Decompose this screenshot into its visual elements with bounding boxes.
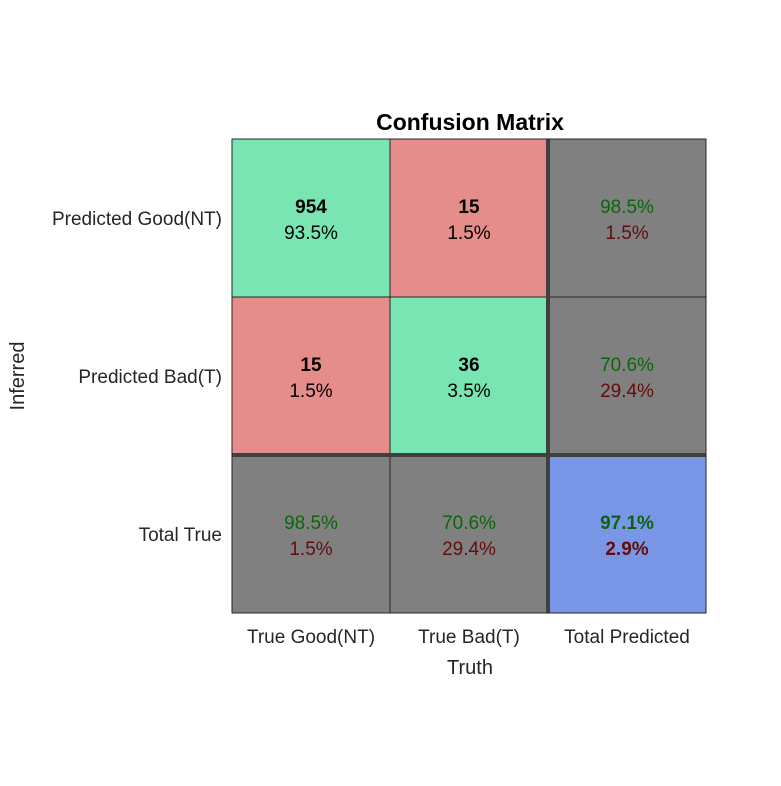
- cell-bad-rate-label: 2.9%: [605, 539, 648, 560]
- matrix-cell-summary: [547, 138, 707, 298]
- cell-count-label: 954: [295, 197, 327, 218]
- x-axis-label: Truth: [447, 657, 493, 679]
- cell-good-rate-label: 97.1%: [600, 513, 654, 534]
- y-tick-label: Predicted Bad(T): [78, 367, 222, 388]
- matrix-border: [231, 138, 707, 614]
- matrix-cell-summary: [547, 296, 707, 456]
- x-tick-label: True Good(NT): [247, 627, 375, 648]
- matrix-cells: 954 93.5% 15 1.5% 98.5% 1.5% 15 1.5% 36 3.5% 70.6%…: [231, 138, 707, 614]
- cell-percent-label: 93.5%: [284, 223, 338, 244]
- matrix-cell-error: [231, 296, 391, 456]
- x-tick-label: Total Predicted: [564, 627, 690, 648]
- matrix-cell-summary: [389, 454, 549, 614]
- y-tick-label: Predicted Good(NT): [52, 209, 222, 230]
- x-tick-label: True Bad(T): [418, 627, 520, 648]
- chart-title: Confusion Matrix: [376, 109, 564, 135]
- cell-bad-rate-label: 29.4%: [442, 539, 496, 560]
- cell-bad-rate-label: 1.5%: [289, 539, 332, 560]
- y-axis-label: Inferred: [7, 342, 29, 411]
- cell-count-label: 15: [458, 197, 480, 218]
- y-tick-label: Total True: [139, 525, 222, 546]
- matrix-cell-correct: [231, 138, 391, 298]
- cell-good-rate-label: 98.5%: [284, 513, 338, 534]
- matrix-cell-error: [389, 138, 549, 298]
- matrix-cell-summary: [231, 454, 391, 614]
- cell-good-rate-label: 98.5%: [600, 197, 654, 218]
- matrix-cell-correct: [389, 296, 549, 456]
- matrix-cell-overall: [547, 454, 707, 614]
- cell-count-label: 36: [458, 355, 479, 376]
- cell-bad-rate-label: 1.5%: [605, 223, 648, 244]
- cell-percent-label: 3.5%: [447, 381, 490, 402]
- cell-good-rate-label: 70.6%: [600, 355, 654, 376]
- cell-count-label: 15: [300, 355, 322, 376]
- cell-percent-label: 1.5%: [447, 223, 490, 244]
- cell-bad-rate-label: 29.4%: [600, 381, 654, 402]
- tick-labels: True Good(NT) True Bad(T) Total Predicted P…: [52, 209, 690, 648]
- cell-good-rate-label: 70.6%: [442, 513, 496, 534]
- cell-percent-label: 1.5%: [289, 381, 332, 402]
